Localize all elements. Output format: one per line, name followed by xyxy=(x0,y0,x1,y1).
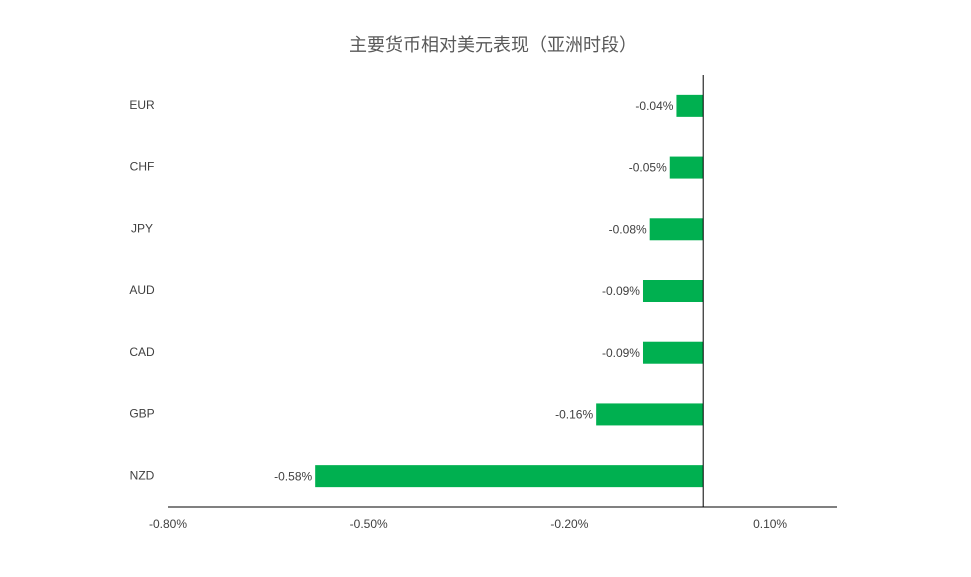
x-tick-label: -0.80% xyxy=(149,517,187,531)
bar xyxy=(596,403,704,426)
bar xyxy=(649,218,704,241)
data-label: -0.04% xyxy=(635,99,673,113)
bar xyxy=(669,156,704,179)
y-tick-label: AUD xyxy=(129,283,155,297)
bar xyxy=(315,465,704,488)
x-tick-label: -0.50% xyxy=(350,517,388,531)
bar xyxy=(642,341,704,364)
data-label: -0.09% xyxy=(602,284,640,298)
y-tick-label: GBP xyxy=(129,407,154,421)
bar xyxy=(642,280,704,302)
data-label: -0.09% xyxy=(602,346,640,360)
data-label: -0.58% xyxy=(274,469,312,483)
data-label: -0.16% xyxy=(555,408,593,422)
y-tick-label: EUR xyxy=(129,98,155,112)
y-tick-label: CAD xyxy=(129,345,155,359)
y-tick-label: NZD xyxy=(130,468,155,482)
bar xyxy=(676,94,704,117)
x-tick-label: -0.20% xyxy=(550,517,588,531)
chart-title: 主要货币相对美元表现（亚洲时段） xyxy=(349,35,637,55)
y-tick-label: CHF xyxy=(130,160,155,174)
data-label: -0.05% xyxy=(629,161,667,175)
data-label: -0.08% xyxy=(609,222,647,236)
y-tick-label: JPY xyxy=(131,221,153,235)
x-tick-label: 0.10% xyxy=(753,517,787,531)
